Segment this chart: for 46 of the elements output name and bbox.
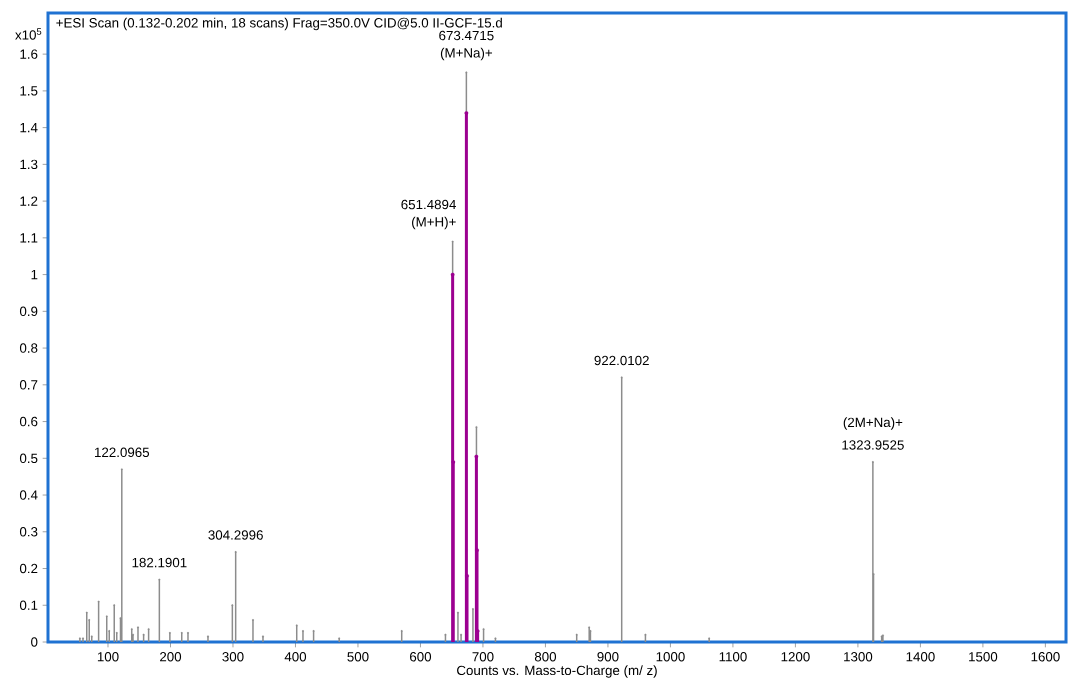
x-tick-label: 300: [222, 652, 244, 662]
y-tick-label: 0.2: [19, 563, 38, 574]
y-tick-label: 0.9: [19, 306, 38, 317]
y-tick-label: 0.6: [19, 416, 38, 427]
annotation: (2M+Na)+: [843, 417, 903, 430]
annotation: 182.1901: [132, 557, 187, 568]
y-tick-label: 1.1: [20, 233, 38, 243]
y-tick-label: 0.4: [19, 490, 38, 500]
annotation: 922.0102: [594, 355, 649, 366]
y-tick-label: 0.7: [19, 380, 38, 390]
x-tick-label: 1500: [969, 652, 998, 662]
x-tick-label: 1400: [906, 652, 935, 662]
x-tick-label: 200: [160, 652, 182, 662]
x-tick-label: 700: [472, 652, 494, 662]
y-tick-label: 0.5: [19, 453, 38, 464]
x-tick-label: 800: [534, 652, 557, 662]
x-tick-label: 1300: [844, 652, 873, 662]
x-tick-label: 900: [597, 652, 619, 662]
y-tick-label: 1.3: [20, 159, 38, 170]
y-tick-label: 1.5: [20, 86, 38, 96]
annotation: (M+Na)+: [440, 47, 493, 61]
chart-title: +ESI Scan (0.132-0.202 min, 18 scans) Frag=350.0V CID@5.0 II-GCF-15.d: [56, 17, 502, 31]
annotation: 673.4715: [439, 30, 494, 41]
y-tick-label: 1.2: [20, 196, 38, 206]
annotation: 122.0965: [95, 447, 150, 458]
x-tick-label: 1000: [656, 652, 685, 662]
x-tick-label: 1600: [1031, 652, 1060, 662]
x-tick-label: 100: [97, 652, 119, 662]
x-tick-label: 500: [347, 652, 369, 662]
x-axis-title: Counts vs. Mass-to-Charge (m/ z): [457, 665, 657, 678]
annotation: 651.4894: [401, 199, 456, 210]
x-tick-label: 1200: [781, 652, 810, 662]
annotation: (M+H)+: [412, 216, 456, 230]
y-tick-label: 0.3: [19, 527, 38, 537]
x-tick-label: 1100: [719, 652, 747, 662]
y-tick-label: 0: [31, 637, 38, 647]
y-tick-label: 1.6: [20, 49, 38, 59]
x-tick-label: 400: [284, 652, 307, 662]
text: x10$^{5}$: [15, 28, 42, 40]
y-tick-label: 0.1: [19, 600, 38, 610]
x-tick-label: 600: [410, 652, 432, 662]
y-tick-label: 1: [31, 269, 38, 280]
annotation: 1323.9525: [842, 440, 904, 450]
y-tick-label: 1.4: [20, 123, 38, 133]
y-tick-label: 0.8: [19, 343, 38, 353]
annotation: 304.2996: [208, 530, 263, 540]
